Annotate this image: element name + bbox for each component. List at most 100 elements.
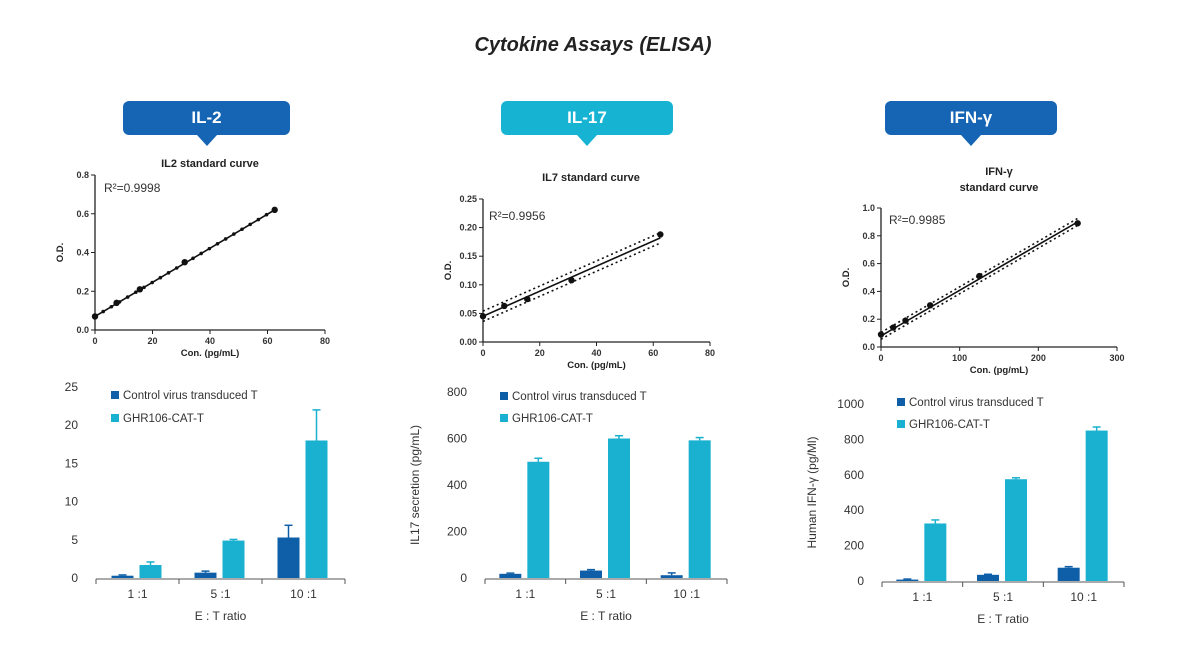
fit-marker — [215, 241, 220, 246]
fit-marker — [248, 222, 252, 227]
category-label: 5 :1 — [210, 587, 230, 601]
fit-marker — [142, 285, 146, 290]
legend-label: GHR106-CAT-T — [909, 419, 990, 431]
r-squared-label: R²=0.9956 — [489, 209, 546, 223]
category-label: 1 :1 — [127, 587, 147, 601]
y-tick-label: 0.00 — [459, 337, 477, 347]
y-tick-label: 10 — [65, 495, 79, 509]
x-tick-label: 20 — [147, 336, 157, 346]
fit-marker — [232, 232, 236, 236]
data-point — [113, 299, 120, 307]
data-point — [136, 286, 144, 293]
fit-marker — [256, 217, 261, 222]
bar — [222, 540, 245, 578]
y-axis-label: IL17 secretion (pg/mL) — [408, 425, 422, 545]
bar-chart-2: 0 200 400 600 800 1 :1 5 :1 10 :1 E : T ratio IL1… — [408, 385, 728, 623]
tag-il17-label: IL-17 — [567, 108, 607, 127]
y-tick-label: 0 — [857, 574, 864, 588]
data-point — [657, 231, 664, 238]
bar — [977, 574, 999, 581]
x-tick-label: 200 — [1031, 353, 1046, 363]
standard-curve-1: 0 20 40 60 80 0.0 0.2 0.4 0.6 0.8 Con. (pg/mL) O.D.… — [55, 158, 330, 359]
y-axis-label: Human IFN-γ (pg/Ml) — [805, 436, 819, 548]
bar — [580, 570, 602, 578]
fit-marker — [199, 251, 203, 256]
legend-swatch — [897, 420, 905, 428]
y-tick-label: 20 — [65, 418, 79, 432]
y-tick-label: 400 — [447, 478, 467, 492]
legend-swatch — [897, 398, 905, 406]
y-tick-label: 0.2 — [862, 314, 875, 324]
fit-marker — [158, 275, 163, 280]
y-axis-label: O.D. — [55, 243, 66, 263]
y-tick-label: 800 — [844, 432, 864, 446]
r-squared-label: R²=0.9985 — [889, 213, 946, 227]
x-tick-label: 300 — [1109, 353, 1124, 363]
x-axis-label: Con. (pg/mL) — [567, 360, 626, 371]
x-tick-label: 0 — [92, 336, 97, 346]
y-tick-label: 0.0 — [76, 325, 89, 335]
bar — [924, 523, 947, 581]
x-tick-label: 0 — [878, 353, 883, 363]
y-tick-label: 0 — [460, 571, 467, 585]
y-tick-label: 0.6 — [862, 259, 875, 269]
category-label: 5 :1 — [993, 590, 1013, 604]
standard-curve-title: IL7 standard curve — [542, 172, 640, 184]
bar — [305, 440, 328, 578]
standard-curve-2: 0 20 40 60 80 0.00 0.05 0.10 0.15 0.20 0.25 Con. (p… — [443, 172, 715, 371]
y-tick-label: 0.05 — [459, 308, 477, 318]
legend-label: Control virus transduced T — [123, 390, 258, 402]
x-tick-label: 100 — [952, 353, 967, 363]
y-tick-label: 15 — [65, 456, 79, 470]
legend-label: GHR106-CAT-T — [123, 413, 204, 425]
legend-label: GHR106-CAT-T — [512, 413, 593, 425]
category-label: 1 :1 — [515, 587, 535, 601]
fit-marker — [109, 304, 114, 309]
legend-swatch — [111, 391, 119, 399]
y-tick-label: 0.0 — [862, 342, 875, 352]
bar — [194, 572, 217, 578]
legend-label: Control virus transduced T — [512, 391, 647, 403]
bar — [896, 579, 919, 581]
data-point — [877, 331, 885, 338]
y-tick-label: 0.8 — [76, 170, 89, 180]
bar — [277, 537, 300, 578]
bar — [688, 440, 711, 578]
fit-marker — [264, 212, 269, 217]
tag-ifn-gamma-label: IFN-γ — [949, 108, 993, 127]
y-axis-label: O.D. — [841, 268, 852, 288]
bar — [499, 573, 522, 578]
data-point — [501, 302, 508, 310]
x-axis-label: E : T ratio — [580, 609, 632, 623]
fit-marker — [125, 295, 130, 299]
bar — [1005, 479, 1027, 581]
data-point — [181, 258, 188, 266]
y-tick-label: 0.20 — [459, 223, 477, 233]
y-tick-label: 0.4 — [862, 286, 875, 296]
x-tick-label: 60 — [648, 348, 658, 358]
x-tick-label: 80 — [320, 336, 330, 346]
legend-swatch — [500, 414, 508, 422]
fit-marker — [166, 271, 171, 275]
r-squared-label: R²=0.9998 — [104, 181, 161, 195]
bar-chart-3: 0 200 400 600 800 1000 1 :1 5 :1 10 :1 E : T rati… — [805, 397, 1125, 626]
data-point — [271, 206, 278, 214]
bar — [608, 438, 630, 578]
legend-swatch — [500, 392, 508, 400]
tag-il17: IL-17 — [501, 101, 673, 146]
legend-swatch — [111, 414, 119, 422]
standard-curve-title: IL2 standard curve — [161, 158, 259, 170]
y-tick-label: 600 — [447, 432, 467, 446]
standard-curve-3: 0 100 200 300 0.0 0.2 0.4 0.6 0.8 1.0 Con. (pg/mL)… — [841, 166, 1125, 376]
x-axis-label: E : T ratio — [195, 609, 247, 623]
x-tick-label: 60 — [262, 336, 272, 346]
bar — [139, 565, 162, 578]
fit-marker — [191, 256, 195, 261]
y-tick-label: 0 — [71, 571, 78, 585]
y-axis-label: O.D. — [443, 261, 454, 281]
data-point — [524, 295, 531, 303]
data-point — [890, 324, 897, 331]
data-point — [976, 272, 983, 280]
upper-confidence-band — [482, 232, 661, 312]
